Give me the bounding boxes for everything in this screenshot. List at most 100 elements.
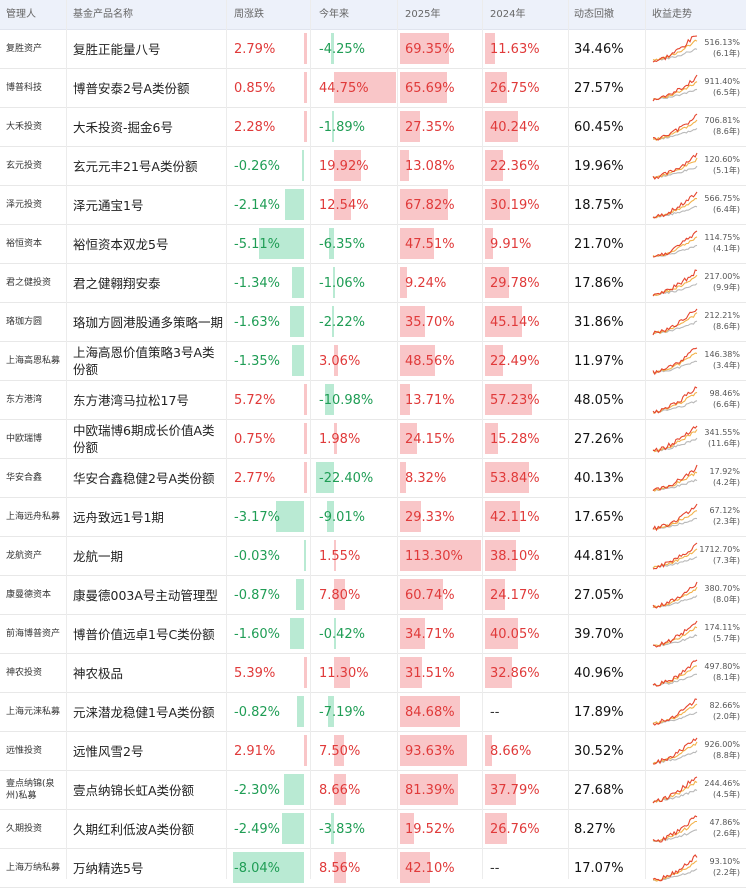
return-trend-cell[interactable]: 380.70% (8.0年) — [648, 576, 746, 614]
return-trend-cell[interactable]: 706.81% (8.6年) — [648, 108, 746, 146]
y2024-cell: 22.36% — [485, 147, 567, 185]
header-drawdown[interactable]: 动态回撤 — [574, 9, 614, 20]
return-trend-cell[interactable]: 497.80% (8.1年) — [648, 654, 746, 692]
header-2025[interactable]: 2025年 — [405, 9, 441, 20]
return-trend-cell[interactable]: 47.86% (2.6年) — [648, 810, 746, 848]
return-trend-cell[interactable]: 926.00% (8.8年) — [648, 732, 746, 770]
table-row[interactable]: 泽元投资 泽元通宝1号 -2.14% 12.54% 67.82% 30.19% 18.75%… — [0, 186, 746, 225]
table-row[interactable]: 远惟投资 远惟风雪2号 2.91% 7.50% 93.63% 8.66% 30.52% 926… — [0, 732, 746, 771]
week-value: -0.87% — [234, 587, 280, 603]
table-row[interactable]: 复胜资产 复胜正能量八号 2.79% -4.25% 69.35% 11.63% 34.46%… — [0, 30, 746, 69]
cumulative-return-value: 706.81% — [704, 116, 740, 125]
table-row[interactable]: 君之健投资 君之健翱翔安泰 -1.34% -1.06% 9.24% 29.78% 17.86… — [0, 264, 746, 303]
y2024-bar — [485, 540, 517, 571]
return-trend-cell[interactable]: 341.55% (11.6年) — [648, 420, 746, 458]
table-row[interactable]: 珞珈方圆 珞珈方圆港股通多策略一期 -1.63% -2.22% 35.70% 45.14%… — [0, 303, 746, 342]
product-name[interactable]: 泽元通宝1号 — [73, 197, 144, 213]
y2025-cell: 24.15% — [400, 420, 482, 458]
product-name[interactable]: 东方港湾马拉松17号 — [73, 392, 189, 408]
ytd-bar — [328, 696, 334, 727]
table-row[interactable]: 上海远舟私募 远舟致远1号1期 -3.17% -9.01% 29.33% 42.11% 17… — [0, 498, 746, 537]
return-trend-cell[interactable]: 120.60% (5.1年) — [648, 147, 746, 185]
trend-sparkline — [652, 698, 698, 726]
product-name[interactable]: 博普价值远卓1号C类份额 — [73, 626, 215, 642]
manager-name: 裕恒资本 — [6, 239, 43, 249]
return-trend-cell[interactable]: 17.92% (4.2年) — [648, 459, 746, 497]
y2025-bar — [400, 267, 407, 298]
header-manager[interactable]: 管理人 — [6, 9, 36, 20]
week-value: 2.28% — [234, 119, 276, 135]
return-trend-cell[interactable]: 98.46% (6.6年) — [648, 381, 746, 419]
return-trend-cell[interactable]: 516.13% (6.1年) — [648, 30, 746, 68]
product-name[interactable]: 博普安泰2号A类份额 — [73, 80, 190, 96]
fund-age-years: (6.1年) — [713, 49, 740, 58]
table-row[interactable]: 前海博普资产 博普价值远卓1号C类份额 -1.60% -0.42% 34.71% 40.0… — [0, 615, 746, 654]
table-row[interactable]: 上海元涞私募 元涞潜龙稳健1号A类份额 -0.82% -7.19% 84.68% -- 17… — [0, 693, 746, 732]
return-trend-cell[interactable]: 82.66% (2.0年) — [648, 693, 746, 731]
trend-sparkline — [652, 581, 698, 609]
week-value: -8.04% — [234, 860, 280, 876]
return-trend-cell[interactable]: 212.21% (8.6年) — [648, 303, 746, 341]
table-row[interactable]: 玄元投资 玄元元丰21号A类份额 -0.26% 19.92% 13.08% 22.36% 1… — [0, 147, 746, 186]
product-name[interactable]: 裕恒资本双龙5号 — [73, 236, 169, 252]
return-trend-cell[interactable]: 93.10% (2.2年) — [648, 849, 746, 887]
cumulative-return: 114.75% (4.1年) — [704, 232, 740, 254]
product-name[interactable]: 中欧瑞博6期成长价值A类份额 — [73, 423, 215, 455]
ytd-value: -10.98% — [319, 392, 374, 408]
return-trend-cell[interactable]: 146.38% (3.4年) — [648, 342, 746, 380]
header-2024[interactable]: 2024年 — [490, 9, 526, 20]
return-trend-cell[interactable]: 1712.70% (7.3年) — [648, 537, 746, 575]
table-row[interactable]: 久期投资 久期红利低波A类份额 -2.49% -3.83% 19.52% 26.76% 8.… — [0, 810, 746, 849]
table-row[interactable]: 上海高恩私募 上海高恩价值策略3号A类份额 -1.35% 3.06% 48.56% 22.… — [0, 342, 746, 381]
ytd-value: -6.35% — [319, 236, 365, 252]
product-name[interactable]: 复胜正能量八号 — [73, 41, 161, 57]
table-row[interactable]: 博普科技 博普安泰2号A类份额 0.85% 44.75% 65.69% 26.75% 27.… — [0, 69, 746, 108]
product-name[interactable]: 大禾投资-掘金6号 — [73, 119, 173, 135]
fund-return-line — [652, 113, 698, 141]
product-name[interactable]: 君之健翱翔安泰 — [73, 275, 161, 291]
product-name[interactable]: 神农极品 — [73, 665, 124, 681]
return-trend-cell[interactable]: 114.75% (4.1年) — [648, 225, 746, 263]
product-name[interactable]: 远舟致远1号1期 — [73, 509, 164, 525]
return-trend-cell[interactable]: 244.46% (4.5年) — [648, 771, 746, 809]
fund-age-years: (8.1年) — [713, 673, 740, 682]
table-row[interactable]: 华安合鑫 华安合鑫稳健2号A类份额 2.77% -22.40% 8.32% 53.84% 4… — [0, 459, 746, 498]
return-trend-cell[interactable]: 67.12% (2.3年) — [648, 498, 746, 536]
product-name[interactable]: 壹点纳锦长虹A类份额 — [73, 782, 195, 798]
y2025-cell: 93.63% — [400, 732, 482, 770]
product-name[interactable]: 久期红利低波A类份额 — [73, 821, 195, 837]
table-row[interactable]: 神农投资 神农极品 5.39% 11.30% 31.51% 32.86% 40.96% 497… — [0, 654, 746, 693]
y2025-bar — [400, 228, 434, 259]
product-name[interactable]: 华安合鑫稳健2号A类份额 — [73, 470, 215, 486]
product-name[interactable]: 龙航一期 — [73, 548, 124, 564]
product-name[interactable]: 玄元元丰21号A类份额 — [73, 158, 198, 174]
header-product[interactable]: 基金产品名称 — [73, 9, 133, 20]
y2024-cell: -- — [485, 693, 567, 731]
return-trend-cell[interactable]: 217.00% (9.9年) — [648, 264, 746, 302]
product-name[interactable]: 上海高恩价值策略3号A类份额 — [73, 345, 215, 377]
table-row[interactable]: 大禾投资 大禾投资-掘金6号 2.28% -1.89% 27.35% 40.24% 60.4… — [0, 108, 746, 147]
product-name[interactable]: 万纳精选5号 — [73, 860, 144, 876]
table-row[interactable]: 壹点纳锦(泉州)私募 壹点纳锦长虹A类份额 -2.30% 8.66% 81.39% 37.… — [0, 771, 746, 810]
manager-name: 壹点纳锦(泉州)私募 — [6, 779, 55, 801]
table-row[interactable]: 东方港湾 东方港湾马拉松17号 5.72% -10.98% 13.71% 57.23% 48… — [0, 381, 746, 420]
return-trend-cell[interactable]: 566.75% (6.4年) — [648, 186, 746, 224]
header-ytd[interactable]: 今年来 — [319, 9, 349, 20]
product-name[interactable]: 珞珈方圆港股通多策略一期 — [73, 314, 224, 330]
product-name[interactable]: 康曼德003A号主动管理型 — [73, 587, 218, 603]
table-row[interactable]: 上海万纳私募 万纳精选5号 -8.04% 8.56% 42.10% -- 17.07% 93.… — [0, 849, 746, 888]
return-trend-cell[interactable]: 174.11% (5.7年) — [648, 615, 746, 653]
column-divider — [397, 0, 398, 879]
fund-age-years: (8.0年) — [713, 595, 740, 604]
header-trend[interactable]: 收益走势 — [652, 9, 692, 20]
header-week-change[interactable]: 周涨跌 — [234, 9, 264, 20]
cumulative-return-value: 497.80% — [704, 662, 740, 671]
table-row[interactable]: 龙航资产 龙航一期 -0.03% 1.55% 113.30% 38.10% 44.81% 17… — [0, 537, 746, 576]
product-name[interactable]: 元涞潜龙稳健1号A类份额 — [73, 704, 215, 720]
y2025-bar — [400, 852, 431, 883]
table-row[interactable]: 裕恒资本 裕恒资本双龙5号 -5.11% -6.35% 47.51% 9.91% 21.70… — [0, 225, 746, 264]
table-row[interactable]: 中欧瑞博 中欧瑞博6期成长价值A类份额 0.75% 1.98% 24.15% 15.28%… — [0, 420, 746, 459]
product-name[interactable]: 远惟风雪2号 — [73, 743, 144, 759]
table-row[interactable]: 康曼德资本 康曼德003A号主动管理型 -0.87% 7.80% 60.74% 24.17… — [0, 576, 746, 615]
return-trend-cell[interactable]: 911.40% (6.5年) — [648, 69, 746, 107]
